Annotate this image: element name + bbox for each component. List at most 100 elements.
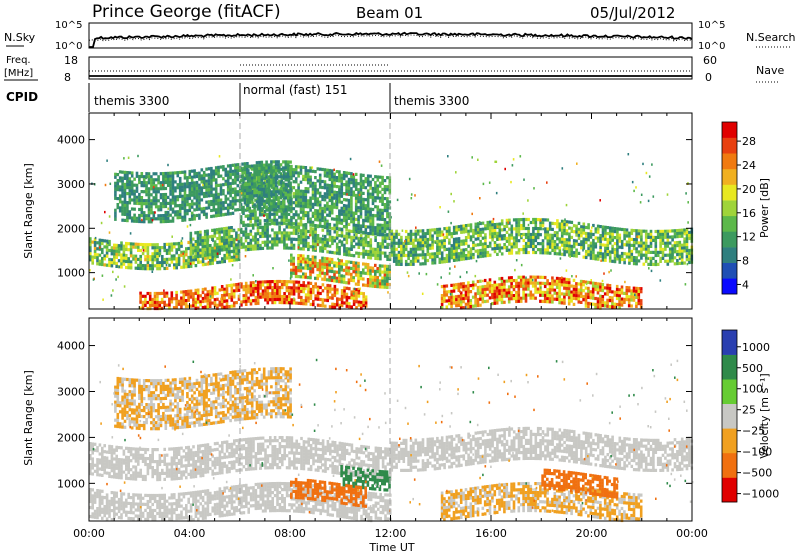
power-cell: [321, 246, 325, 250]
power-cell: [414, 238, 418, 242]
power-cell: [563, 298, 566, 302]
power-cell: [319, 240, 322, 244]
power-cell: [235, 258, 238, 262]
power-cell: [673, 244, 677, 248]
power-cell: [195, 171, 199, 176]
power-cell: [381, 285, 384, 289]
power-cell: [551, 242, 554, 246]
power-cell: [174, 210, 177, 214]
power-cell: [138, 195, 141, 200]
power-cell: [311, 184, 315, 188]
power-cell: [447, 290, 451, 294]
power-cell: [383, 206, 387, 210]
power-cell: [242, 245, 245, 249]
power-cell: [258, 210, 262, 214]
power-cell: [138, 192, 141, 197]
power-cell: [157, 178, 160, 182]
power-cell: [253, 185, 256, 189]
power-cell: [330, 208, 334, 212]
power-cell: [314, 233, 317, 237]
power-cell: [347, 201, 351, 205]
power-cell: [656, 229, 660, 233]
power-cell: [226, 179, 230, 183]
power-cell: [381, 199, 384, 203]
power-cell: [555, 297, 559, 301]
power-cell: [357, 206, 360, 210]
power-cell: [220, 288, 224, 292]
power-cell: [105, 242, 109, 246]
power-cell: [314, 245, 317, 249]
power-cell: [338, 262, 341, 266]
power-cell: [261, 295, 265, 299]
power-cell: [118, 170, 122, 174]
power-cell: [539, 242, 542, 246]
power-cell: [500, 282, 504, 287]
power-cell: [306, 266, 310, 271]
power-cell: [551, 276, 554, 280]
power-cell: [350, 202, 353, 206]
power-cell: [560, 237, 564, 241]
power-cell: [89, 246, 92, 250]
power-cell: [556, 243, 559, 247]
power-cell: [508, 218, 511, 222]
power-cell: [190, 178, 194, 182]
power-cell: [140, 205, 144, 209]
power-cell: [495, 292, 499, 296]
power-cell: [376, 229, 380, 233]
power-cell: [181, 218, 184, 222]
power-cell: [596, 288, 600, 292]
power-cell: [443, 290, 446, 294]
power-cell: [217, 195, 220, 199]
power-cell: [250, 179, 254, 183]
power-cell: [309, 184, 312, 188]
power-cell: [147, 190, 151, 194]
power-cell: [644, 253, 648, 257]
power-cell: [330, 181, 334, 185]
power-cell: [510, 251, 514, 255]
power-cell: [201, 254, 205, 258]
power-cell: [244, 239, 248, 243]
power-cell: [381, 279, 384, 283]
power-cell: [416, 241, 420, 245]
power-cell: [476, 243, 480, 247]
power-cell: [563, 301, 566, 305]
power-cell: [522, 220, 526, 225]
power-cell: [594, 302, 597, 307]
power-cell: [130, 186, 134, 190]
power-cell: [273, 283, 277, 287]
power-cell: [668, 259, 672, 263]
power-cell: [333, 223, 336, 227]
power-cell: [199, 260, 202, 264]
power-cell: [618, 300, 621, 304]
power-cell: [297, 275, 300, 279]
power-cell: [481, 236, 485, 240]
power-cell: [659, 247, 662, 251]
power-cell: [596, 239, 600, 243]
power-cell: [280, 215, 284, 219]
power-cell: [326, 207, 329, 211]
power-cell: [450, 253, 454, 257]
power-cell: [134, 266, 138, 270]
power-cell: [125, 244, 128, 249]
power-cell: [428, 252, 432, 256]
power-cell: [611, 305, 614, 309]
power-cell: [326, 241, 329, 245]
power-cell: [608, 235, 612, 239]
power-cell: [221, 257, 224, 261]
power-cell: [187, 240, 190, 245]
power-cell: [294, 192, 298, 196]
power-cell: [198, 198, 201, 202]
freq-label-1: Freq.: [6, 55, 31, 66]
power-cell: [529, 290, 533, 294]
power-cell: [218, 288, 222, 292]
power-cell: [560, 228, 564, 232]
power-cell: [685, 246, 689, 250]
power-cell: [294, 268, 298, 273]
power-cell: [121, 170, 124, 174]
power-cell: [328, 177, 332, 182]
power-cell: [589, 256, 593, 260]
power-cell: [309, 267, 312, 271]
power-cell: [188, 169, 192, 174]
power-cell: [326, 263, 329, 267]
power-cell: [292, 271, 295, 275]
